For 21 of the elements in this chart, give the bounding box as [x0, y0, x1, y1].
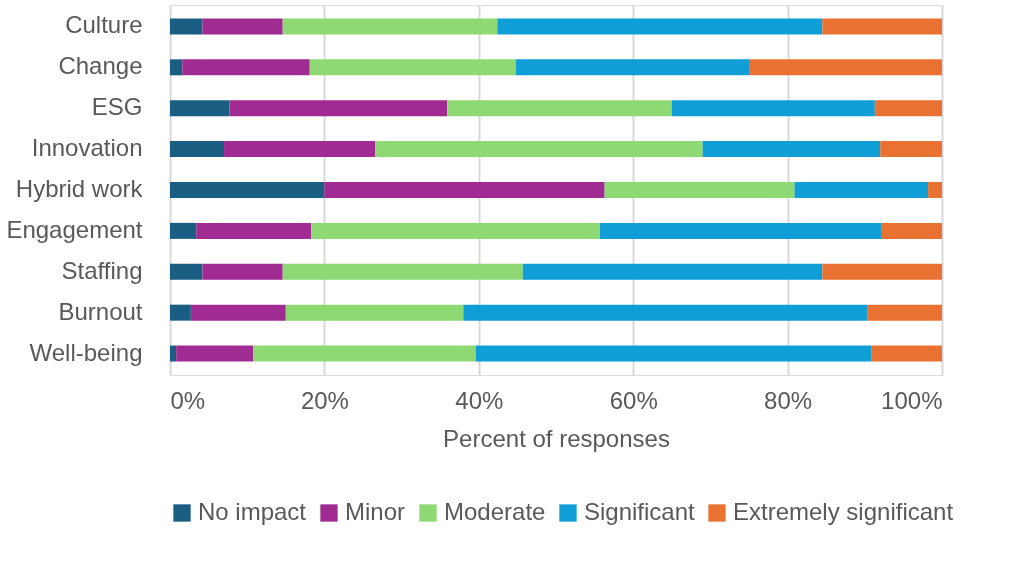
- legend-label: Moderate: [444, 498, 546, 525]
- x-tick-label: 60%: [609, 386, 658, 414]
- legend-label: No impact: [198, 498, 307, 525]
- y-tick-label: Hybrid work: [15, 175, 144, 202]
- x-tick-label: 20%: [300, 386, 349, 414]
- x-tick-label: 0%: [170, 386, 206, 414]
- x-tick-label: 100%: [881, 386, 943, 414]
- y-tick-label: Culture: [65, 11, 143, 39]
- legend-label: Significant: [584, 498, 696, 525]
- y-tick-label: Innovation: [31, 134, 143, 162]
- y-tick-label: Staffing: [61, 256, 143, 284]
- y-tick-label: Engagement: [6, 215, 143, 243]
- x-axis-title: Percent of responses: [443, 424, 670, 452]
- x-tick-label: 80%: [764, 386, 813, 414]
- y-tick-label: Burnout: [58, 297, 143, 325]
- y-tick-label: ESG: [91, 93, 143, 121]
- y-tick-label: Change: [58, 52, 143, 80]
- legend-label: Extremely significant: [733, 498, 954, 525]
- x-tick-label: 40%: [455, 386, 504, 414]
- y-tick-label: Well-being: [29, 338, 143, 366]
- legend-label: Minor: [345, 498, 406, 525]
